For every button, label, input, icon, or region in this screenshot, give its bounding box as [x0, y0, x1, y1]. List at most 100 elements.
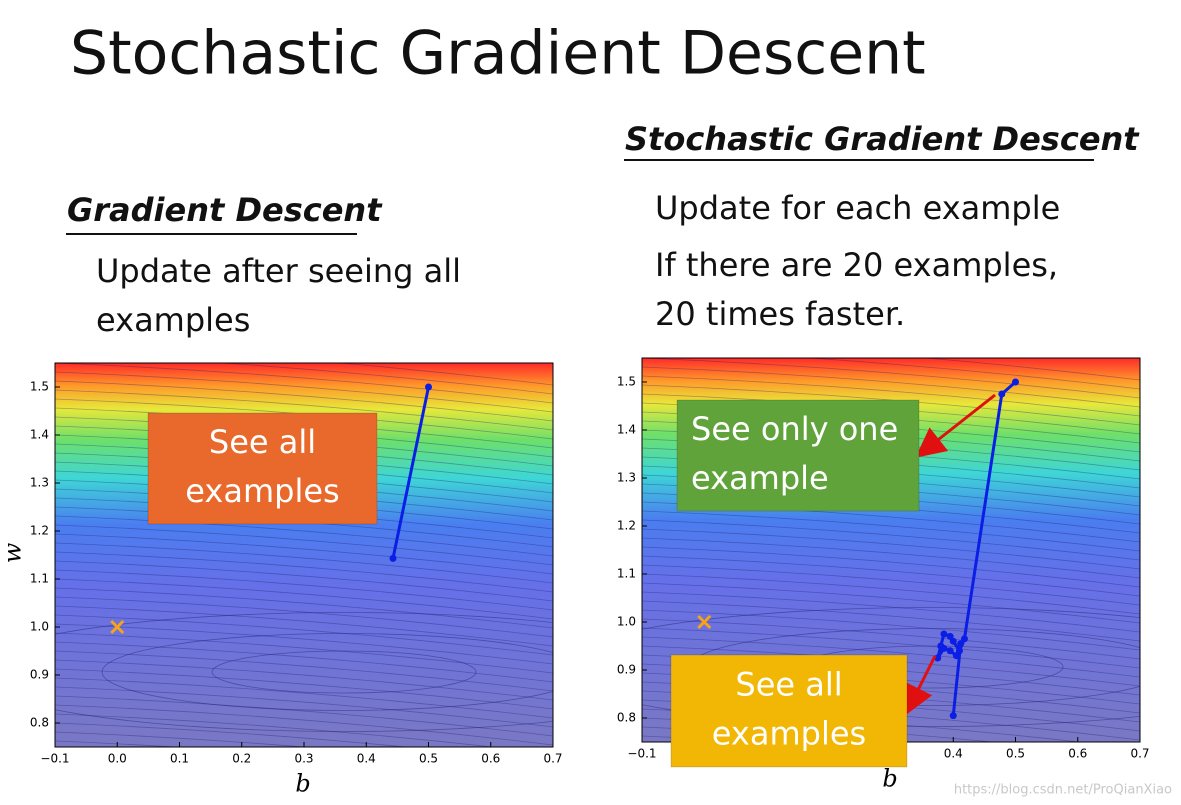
contour [216, 363, 553, 395]
contour [55, 740, 182, 747]
y-tick-label: 0.9 [617, 663, 636, 677]
y-tick-label: 0.8 [617, 711, 636, 725]
contour [55, 587, 553, 629]
y-tick-label: 1.1 [30, 572, 49, 586]
charts: −0.1 0.0 0.1 0.2 0.3 0.4 0.5 0.6 0.7 0.8 0.9 1.0 1.1… [0, 357, 1150, 798]
annotation-text: See all [209, 423, 316, 461]
series-point [946, 632, 954, 640]
contour [55, 578, 553, 620]
contour [642, 636, 1140, 678]
x-tick-label: 0.7 [543, 752, 562, 766]
contour [55, 668, 553, 710]
contour [922, 358, 1140, 381]
left-heading: Gradient Descent [67, 191, 383, 229]
contour [642, 564, 1140, 606]
contour [55, 605, 553, 647]
right-heading: Stochastic Gradient Descent [625, 120, 1140, 158]
annotation-text: examples [712, 715, 866, 753]
y-axis-label: w [0, 542, 27, 563]
contour [211, 650, 477, 694]
contour [335, 363, 553, 386]
contour [55, 686, 553, 728]
series-point [952, 652, 960, 660]
body-text: Update after seeing all [96, 252, 461, 290]
contour [55, 650, 553, 692]
body-text: examples [96, 301, 250, 339]
series-point [957, 640, 965, 648]
series-point [998, 390, 1006, 398]
contour [642, 519, 1140, 561]
slide-title: Stochastic Gradient Descent [70, 19, 926, 89]
contour [642, 607, 1140, 727]
y-tick-label: 1.5 [30, 380, 49, 394]
y-tick-label: 1.2 [30, 524, 49, 538]
contour [55, 515, 553, 557]
y-tick-label: 1.0 [30, 620, 49, 634]
x-axis-label: b [882, 765, 897, 793]
series-point [389, 554, 397, 562]
contour [55, 612, 553, 732]
contour [55, 614, 553, 656]
contour [642, 366, 1140, 408]
series-point [946, 647, 954, 655]
y-tick-label: 1.4 [30, 428, 49, 442]
y-tick-label: 1.2 [617, 519, 636, 533]
contour [642, 528, 1140, 570]
x-tick-label: 0.2 [232, 752, 251, 766]
contour [55, 371, 553, 413]
x-tick-label: 0.6 [481, 752, 500, 766]
y-tick-label: 1.5 [617, 375, 636, 389]
contour [642, 358, 1140, 399]
chart: −0.1 0.0 0.1 0.2 0.3 0.4 0.5 0.6 0.7 0.8 0.9 1.0 1.1… [0, 362, 563, 798]
watermark: https://blog.csdn.net/ProQianXiao [954, 783, 1172, 798]
series-point [949, 712, 957, 720]
contour [55, 389, 553, 431]
contour [642, 582, 1140, 624]
contour [55, 659, 553, 701]
y-tick-label: 1.1 [617, 567, 636, 581]
annotation-text: See only one [691, 410, 898, 448]
annotation-arrow [905, 655, 937, 716]
contour [55, 551, 553, 593]
contour [642, 627, 1140, 669]
x-tick-label: 0.5 [1006, 747, 1025, 761]
contour [55, 704, 553, 746]
x-tick-label: −0.1 [40, 752, 69, 766]
x-tick-label: 0.1 [170, 752, 189, 766]
contour [55, 533, 553, 575]
contour [642, 375, 1140, 417]
contour [642, 600, 1140, 642]
y-tick-label: 1.0 [617, 615, 636, 629]
contour [642, 510, 1140, 552]
contour [55, 695, 553, 737]
contour [55, 713, 496, 747]
contour [55, 731, 309, 747]
y-tick-label: 0.9 [30, 668, 49, 682]
x-tick-label: 0.5 [419, 752, 438, 766]
series-point [425, 383, 432, 391]
contour [55, 596, 553, 638]
annotation-text: example [691, 459, 829, 497]
x-tick-label: 0.3 [294, 752, 313, 766]
y-tick-label: 1.3 [30, 476, 49, 490]
target-marker [110, 619, 125, 635]
annotation-text: examples [185, 472, 339, 510]
annotation-box [147, 412, 378, 525]
x-tick-label: 0.4 [944, 747, 963, 761]
y-tick-label: 0.8 [30, 716, 49, 730]
contour [55, 569, 553, 611]
contour [642, 546, 1140, 588]
body-text: Update for each example [655, 189, 1060, 227]
contour [55, 722, 410, 747]
body-text: 20 times faster. [655, 295, 905, 333]
contour [803, 358, 1140, 390]
body-text: If there are 20 examples, [655, 246, 1058, 284]
x-axis-label: b [295, 770, 310, 798]
contour [55, 363, 553, 404]
series-point [940, 644, 948, 652]
contour [642, 591, 1140, 633]
target-marker [697, 614, 712, 630]
contour [642, 573, 1140, 615]
y-tick-label: 1.4 [617, 423, 636, 437]
